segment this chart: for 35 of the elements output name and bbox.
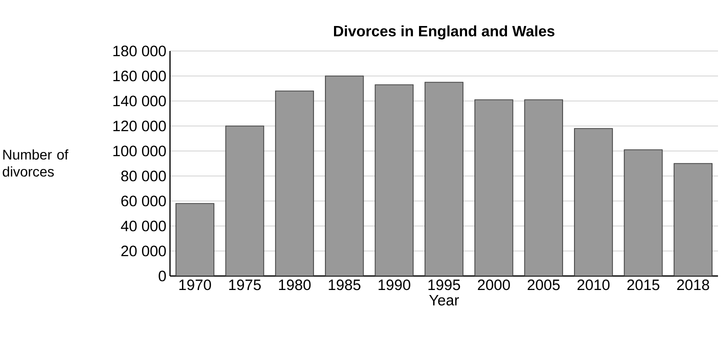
x-tick-label: 1975 [229, 280, 261, 290]
x-axis-title: Year [429, 295, 459, 306]
x-tick-label: 2018 [677, 280, 710, 290]
y-tick-label: 160 000 [113, 70, 166, 82]
bar [424, 82, 464, 276]
y-tick-label: 40 000 [120, 220, 166, 232]
x-tick-label: 1980 [279, 280, 311, 290]
y-tick-label: 0 [158, 270, 166, 282]
x-tick-label: 2005 [528, 280, 560, 290]
y-tick-label: 120 000 [113, 120, 166, 132]
bar [176, 203, 214, 276]
y-tick-label: 180 000 [113, 46, 166, 56]
x-tick-label: 1985 [328, 280, 360, 290]
x-tick-label: 1995 [428, 280, 460, 290]
y-tick-label: 20 000 [121, 246, 166, 256]
bar [624, 149, 663, 276]
bar [324, 76, 364, 276]
bar [524, 99, 564, 276]
x-tick-label: 2000 [478, 280, 510, 290]
y-tick-label: 80 000 [121, 170, 166, 182]
y-tick-label: 60 000 [121, 196, 166, 206]
x-tick-label: 1990 [378, 280, 410, 290]
bar [225, 126, 264, 276]
bar [474, 99, 514, 276]
bar [275, 90, 314, 276]
x-tick-label: 2010 [578, 280, 610, 290]
y-axis-title: Number of divorces [2, 149, 68, 177]
bar [374, 84, 414, 276]
y-tick-label: 100 000 [113, 146, 166, 156]
x-tick-label: 2015 [627, 280, 660, 290]
bar [674, 163, 712, 276]
bar [574, 128, 613, 276]
chart-title: Divorces in England and Wales [334, 25, 554, 40]
y-tick-label: 140 000 [113, 96, 166, 106]
x-tick-label: 1970 [179, 280, 211, 290]
